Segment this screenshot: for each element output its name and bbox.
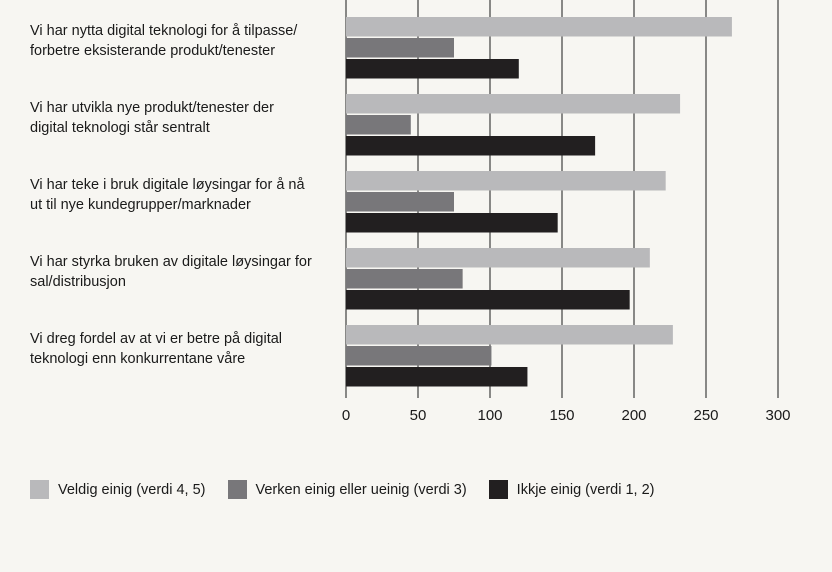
legend-item-ikkje-einig: Ikkje einig (verdi 1, 2) [488,480,655,499]
bar-veldig-einig [346,171,666,191]
legend-label: Ikkje einig (verdi 1, 2) [516,481,655,498]
bar-veldig-einig [346,17,732,37]
x-tick-label: 300 [765,407,790,424]
legend-item-verken-einig: Verken einig eller ueinig (verdi 3) [227,480,467,499]
bars [346,17,732,387]
legend-swatch [30,480,49,499]
x-tick-label: 250 [693,407,718,424]
category-label: teknologi enn konkurrentane våre [30,351,245,367]
category-label: sal/distribusjon [30,274,126,290]
bar-verken-einig [346,269,463,289]
legend-item-veldig-einig: Veldig einig (verdi 4, 5) [30,480,206,499]
bar-ikkje-einig [346,59,519,79]
legend-label: Verken einig eller ueinig (verdi 3) [255,481,467,498]
bar-ikkje-einig [346,213,558,233]
bar-veldig-einig [346,94,681,114]
category-label: Vi har styrka bruken av digitale løysing… [30,254,312,270]
bar-verken-einig [346,38,454,58]
category-label: Vi har teke i bruk digitale løysingar fo… [30,177,306,193]
category-label: Vi har nytta digital teknologi for å til… [30,23,298,39]
category-label: ut til nye kundegrupper/marknader [30,197,251,213]
bar-veldig-einig [346,325,673,345]
legend-swatch [227,480,247,499]
legend: Veldig einig (verdi 4, 5) Verken einig e… [30,480,676,499]
category-label: forbetre eksisterande produkt/tenester [30,43,275,59]
x-tick-label: 200 [621,407,646,424]
bar-ikkje-einig [346,136,596,156]
bar-verken-einig [346,115,411,135]
category-label: Vi har utvikla nye produkt/tenester der [30,100,274,116]
bar-ikkje-einig [346,290,630,310]
legend-swatch [488,480,508,499]
x-tick-label: 150 [549,407,574,424]
x-tick-label: 50 [410,407,427,424]
category-label: digital teknologi står sentralt [30,120,210,136]
x-tick-label: 100 [477,407,502,424]
category-label: Vi dreg fordel av at vi er betre på digi… [30,331,282,347]
legend-label: Veldig einig (verdi 4, 5) [58,481,206,498]
x-tick-label: 0 [342,407,350,424]
bar-ikkje-einig [346,367,528,387]
x-axis-ticks: 0 50 100 150 200 250 300 [342,407,791,424]
category-labels: Vi har nytta digital teknologi for å til… [30,23,312,367]
bar-veldig-einig [346,248,650,268]
bar-verken-einig [346,346,492,366]
bar-verken-einig [346,192,454,212]
